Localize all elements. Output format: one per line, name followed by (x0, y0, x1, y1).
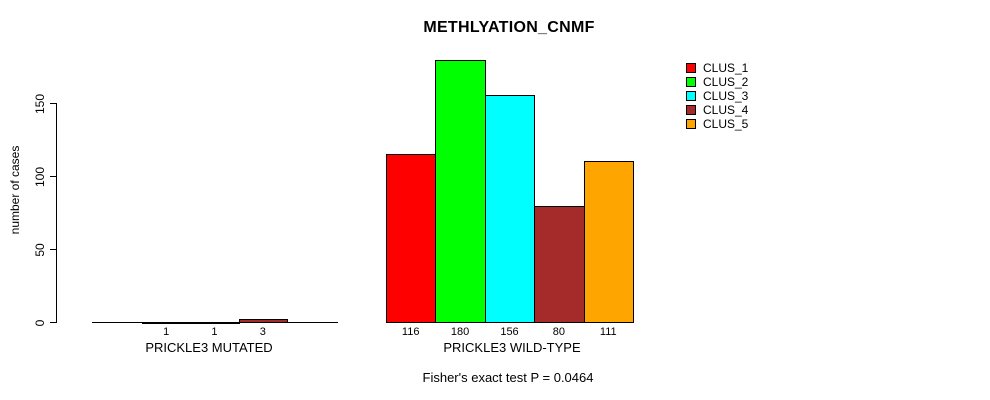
bar-clus_5-wild-type (583, 160, 634, 323)
bar-value-label: 116 (401, 326, 420, 338)
bar-value-label: 1 (211, 326, 218, 338)
bar-clus_3-wild-type (484, 95, 536, 323)
y-tick-mark (50, 103, 57, 104)
legend-swatch-icon (686, 77, 696, 87)
legend-row-clus_5: CLUS_5 (686, 117, 748, 131)
bar-value-label: 3 (259, 326, 266, 338)
bar-clus_2-mutated (190, 321, 240, 324)
y-tick-label: 50 (33, 242, 47, 257)
legend-label: CLUS_4 (703, 103, 749, 117)
bar-value-label: 180 (450, 326, 470, 338)
group-label-wild-type: PRICKLE3 WILD-TYPE (443, 340, 581, 355)
legend-row-clus_1: CLUS_1 (686, 61, 748, 75)
y-tick-mark (50, 322, 57, 323)
bar-clus_1-mutated (142, 321, 192, 324)
bar-clus_4-wild-type (534, 206, 585, 323)
legend-label: CLUS_5 (703, 117, 749, 131)
group-label-mutated: PRICKLE3 MUTATED (145, 340, 273, 355)
fisher-test-annotation: Fisher's exact test P = 0.0464 (422, 370, 594, 385)
legend-label: CLUS_2 (703, 75, 749, 89)
legend-label: CLUS_1 (703, 61, 749, 75)
y-tick-mark (50, 176, 57, 177)
bar-clus_1-wild-type (386, 153, 437, 323)
chart-title: METHLYATION_CNMF (423, 19, 595, 36)
legend-swatch-icon (686, 105, 696, 115)
legend-label: CLUS_3 (703, 89, 749, 103)
cluster-legend: CLUS_1 CLUS_2 CLUS_3 CLUS_4 CLUS_5 (686, 61, 748, 131)
bar-value-label: 1 (163, 326, 170, 338)
bar-value-label: 80 (552, 326, 566, 338)
bar-clus_4-mutated (238, 318, 288, 323)
bar-clus_2-wild-type (435, 60, 486, 323)
bar-value-label: 111 (599, 326, 617, 338)
legend-swatch-icon (686, 119, 696, 129)
y-tick-mark (50, 249, 57, 250)
y-axis-title: number of cases (8, 145, 22, 235)
y-tick-label: 0 (33, 319, 47, 326)
y-tick-label: 100 (33, 166, 47, 187)
legend-swatch-icon (686, 91, 696, 101)
legend-row-clus_3: CLUS_3 (686, 89, 748, 103)
legend-row-clus_4: CLUS_4 (686, 103, 748, 117)
legend-swatch-icon (686, 63, 696, 73)
y-tick-label: 150 (33, 93, 47, 114)
bar-value-label: 156 (500, 326, 519, 338)
legend-row-clus_2: CLUS_2 (686, 75, 748, 89)
y-axis-line (56, 104, 57, 323)
